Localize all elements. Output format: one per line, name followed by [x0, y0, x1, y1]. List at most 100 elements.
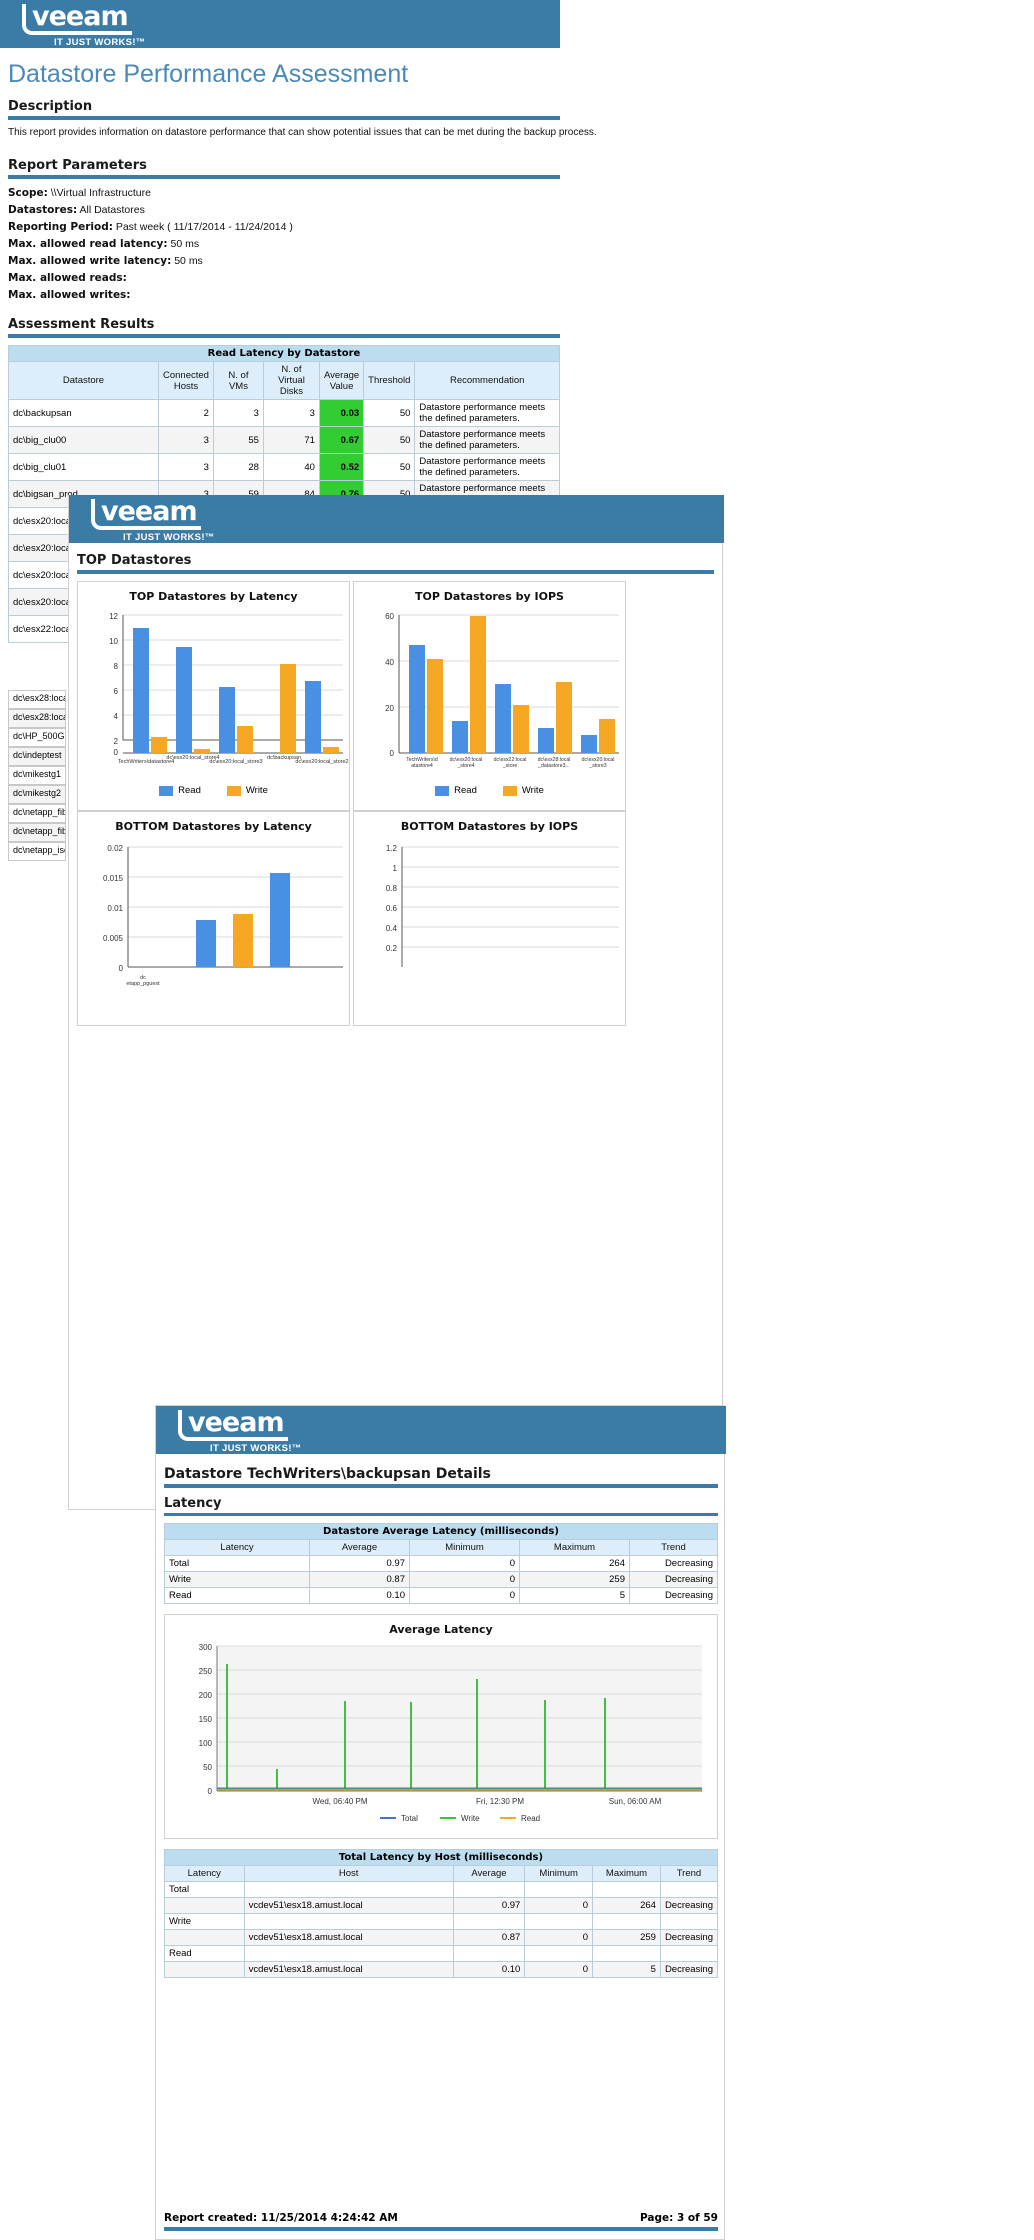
veeam-banner-page3: veeam IT JUST WORKS!™ [156, 1406, 726, 1454]
col-recommendation[interactable]: Recommendation [414, 361, 560, 400]
chart-average-latency[interactable]: Average Latency 300 250 200 150 100 50 0 [164, 1614, 718, 1839]
table-row[interactable]: vcdev51\esx18.amust.local 0.97 0 264 Dec… [164, 1897, 719, 1914]
list-item[interactable]: dc\netapp_fibre [8, 823, 66, 842]
list-item[interactable]: dc\indeptest [8, 747, 66, 766]
svg-text:0.005: 0.005 [103, 934, 124, 943]
cell-average: 0.10 [452, 1961, 526, 1978]
chart-top-iops-canvas: 60 40 20 0 TechWriters\d atastore4 dc\es… [385, 612, 619, 769]
cell-disks: 71 [262, 426, 320, 454]
param-row: Max. allowed write latency: 50 ms [8, 255, 1034, 267]
cell-latency: Read [164, 1945, 245, 1962]
chart-top-iops[interactable]: TOP Datastores by IOPS 60 40 20 0 [353, 581, 626, 811]
param-value: All Datastores [79, 204, 145, 216]
description-heading: Description [8, 99, 93, 114]
legend-item-read[interactable]: Read [159, 785, 201, 796]
col-maximum[interactable]: Maximum [519, 1539, 630, 1556]
col-trend[interactable]: Trend [659, 1865, 719, 1882]
table-row[interactable]: dc\big_clu00 3 55 71 0.67 50 Datastore p… [8, 426, 560, 454]
table-row[interactable]: vcdev51\esx18.amust.local 0.10 0 5 Decre… [164, 1961, 719, 1978]
parameters-rule [8, 175, 560, 179]
col-average-value[interactable]: Average Value [318, 361, 365, 400]
veeam-logo: veeam IT JUST WORKS!™ [178, 1409, 302, 1454]
col-latency[interactable]: Latency [164, 1865, 245, 1882]
legend-item-write[interactable]: Write [226, 785, 268, 796]
cell-average [452, 1913, 526, 1930]
table-row[interactable]: Read [164, 1945, 719, 1962]
cell-trend: Decreasing [629, 1571, 718, 1588]
table-row[interactable]: dc\big_clu01 3 28 40 0.52 50 Datastore p… [8, 453, 560, 481]
cell-recommendation: Datastore performance meets the defined … [414, 399, 560, 427]
svg-text:8: 8 [114, 662, 119, 671]
cell-recommendation: Datastore performance meets the defined … [414, 426, 560, 454]
table-row[interactable]: vcdev51\esx18.amust.local 0.87 0 259 Dec… [164, 1929, 719, 1946]
col-latency[interactable]: Latency [164, 1539, 310, 1556]
page3-footer-right: Page: 3 of 59 [639, 2212, 718, 2224]
param-label: Max. allowed read latency: [8, 238, 168, 250]
avg-table-title: Datastore Average Latency (milliseconds) [164, 1523, 718, 1540]
cell-maximum [592, 1913, 661, 1930]
param-label: Scope: [8, 187, 48, 199]
top-datastores-rule [77, 570, 714, 574]
veeam-logo: veeam IT JUST WORKS!™ [91, 498, 215, 543]
chart-bottom-latency[interactable]: BOTTOM Datastores by Latency 0.02 0.015 … [77, 811, 350, 1026]
param-value: \\Virtual Infrastructure [50, 187, 151, 199]
chart-bottom-iops-canvas: 1.2 1 0.8 0.6 0.4 0.2 [386, 844, 619, 967]
table-row[interactable]: Write [164, 1913, 719, 1930]
col-minimum[interactable]: Minimum [524, 1865, 594, 1882]
list-item[interactable]: dc\netapp_fibre [8, 804, 66, 823]
legend-item-read[interactable]: Read [435, 785, 477, 796]
list-item[interactable]: dc\HP_500GB [8, 728, 66, 747]
chart-title: TOP Datastores by IOPS [415, 590, 564, 603]
table-row[interactable]: dc\backupsan 2 3 3 0.03 50 Datastore per… [8, 399, 560, 427]
list-item[interactable]: dc\mikestg2 [8, 785, 66, 804]
veeam-tagline: IT JUST WORKS!™ [210, 1443, 302, 1454]
col-minimum[interactable]: Minimum [409, 1539, 520, 1556]
cell-host: vcdev51\esx18.amust.local [243, 1929, 454, 1946]
param-label: Datastores: [8, 204, 78, 216]
list-item[interactable]: dc\netapp_iscsi [8, 842, 66, 861]
veeam-tagline: IT JUST WORKS!™ [123, 532, 215, 543]
col-n-virtual-disks[interactable]: N. of Virtual Disks [262, 361, 320, 400]
col-maximum[interactable]: Maximum [592, 1865, 661, 1882]
cell-minimum [524, 1945, 594, 1962]
list-item[interactable]: dc\esx28:local_s [8, 709, 66, 728]
col-n-vms[interactable]: N. of VMs [212, 361, 264, 400]
list-item[interactable]: dc\esx28:local_s [8, 690, 66, 709]
chart-bottom-latency-canvas: 0.02 0.015 0.01 0.005 0 dc etapp_pguest [103, 844, 343, 987]
table-row[interactable]: Read 0.10 0 5 Decreasing [164, 1587, 718, 1604]
table-row[interactable]: Total [164, 1881, 719, 1898]
cell-maximum [592, 1881, 661, 1898]
svg-text:300: 300 [199, 1643, 213, 1652]
svg-text:4: 4 [114, 712, 119, 721]
svg-text:_datastore3...: _datastore3... [537, 763, 570, 769]
cell-average [452, 1945, 526, 1962]
cell-maximum: 264 [519, 1555, 630, 1572]
param-label: Max. allowed writes: [8, 289, 131, 301]
chart-top-latency[interactable]: TOP Datastores by Latency 12 10 8 6 4 2 … [77, 581, 350, 811]
legend-item-write[interactable]: Write [502, 785, 544, 796]
cell-trend: Decreasing [629, 1587, 718, 1604]
svg-text:dc\esx20:local: dc\esx20:local [450, 757, 483, 763]
table-row[interactable]: Total 0.97 0 264 Decreasing [164, 1555, 718, 1572]
col-host[interactable]: Host [243, 1865, 454, 1882]
svg-text:0: 0 [119, 964, 124, 973]
chart-bottom-iops[interactable]: BOTTOM Datastores by IOPS 1.2 1 0.8 0.6 … [353, 811, 626, 1026]
cell-hosts: 3 [158, 453, 214, 481]
col-datastore[interactable]: Datastore [8, 361, 159, 400]
col-threshold[interactable]: Threshold [363, 361, 416, 400]
col-average[interactable]: Average [452, 1865, 526, 1882]
col-connected-hosts[interactable]: Connected Hosts [158, 361, 214, 400]
table-row[interactable]: Write 0.87 0 259 Decreasing [164, 1571, 718, 1588]
parameters-heading: Report Parameters [8, 158, 147, 173]
svg-text:Sun, 06:00 AM: Sun, 06:00 AM [609, 1797, 662, 1806]
page3-footer-rule [164, 2227, 718, 2231]
col-average[interactable]: Average [309, 1539, 410, 1556]
page-title: Datastore Performance Assessment [8, 60, 409, 88]
col-trend[interactable]: Trend [629, 1539, 718, 1556]
param-value: Past week ( 11/17/2014 - 11/24/2014 ) [115, 221, 293, 233]
cell-datastore: dc\big_clu00 [8, 426, 159, 454]
cell-latency [164, 1961, 245, 1978]
param-value: 50 ms [174, 255, 203, 267]
list-item[interactable]: dc\mikestg1 [8, 766, 66, 785]
cell-maximum: 259 [519, 1571, 630, 1588]
